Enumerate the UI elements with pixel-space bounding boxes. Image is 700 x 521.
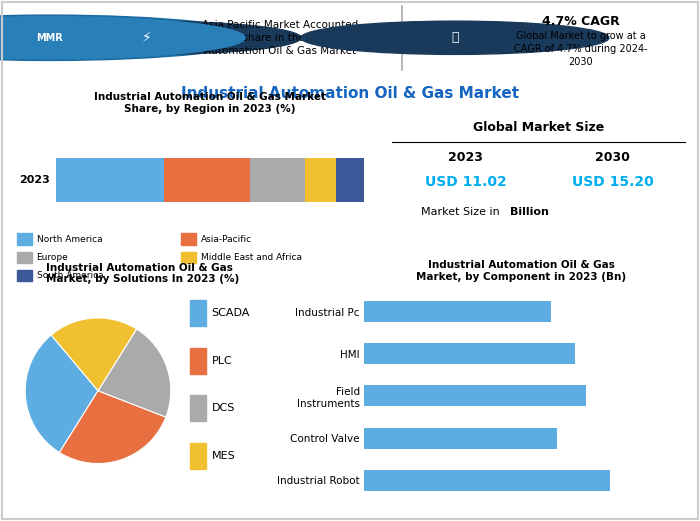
Text: DCS: DCS <box>211 403 235 413</box>
Bar <box>190 348 206 374</box>
Bar <box>190 301 206 326</box>
Text: 🔥: 🔥 <box>452 31 458 44</box>
Text: PLC: PLC <box>211 356 232 366</box>
Text: 2023: 2023 <box>448 151 483 164</box>
Bar <box>364 301 552 322</box>
Text: North America: North America <box>36 234 102 244</box>
Circle shape <box>0 21 301 54</box>
Bar <box>18 233 32 245</box>
Wedge shape <box>25 335 98 452</box>
Text: Global Market to grow at a
CAGR of 4.7% during 2024-
2030: Global Market to grow at a CAGR of 4.7% … <box>514 31 648 67</box>
Bar <box>181 252 196 263</box>
Text: Middle East and Africa: Middle East and Africa <box>201 253 302 262</box>
Text: Industrial Automation Oil & Gas
Market, by Component in 2023 (Bn): Industrial Automation Oil & Gas Market, … <box>416 260 626 282</box>
Text: MMR: MMR <box>36 33 62 43</box>
Wedge shape <box>60 391 166 464</box>
Circle shape <box>0 17 245 59</box>
Text: Asia-Pacific: Asia-Pacific <box>201 234 252 244</box>
Bar <box>56 158 164 202</box>
Bar <box>181 233 196 245</box>
Bar <box>364 469 610 491</box>
Text: Market Size in: Market Size in <box>421 207 504 217</box>
Text: Industrial Automation Oil & Gas Market: Industrial Automation Oil & Gas Market <box>181 86 519 101</box>
Text: MES: MES <box>211 451 235 461</box>
Bar <box>190 443 206 469</box>
Text: Asia Pacific Market Accounted
largest share in the Industrial
Automation Oil & G: Asia Pacific Market Accounted largest sh… <box>202 20 358 56</box>
Text: Europe: Europe <box>36 253 69 262</box>
Bar <box>364 343 575 364</box>
Text: 2023: 2023 <box>19 175 50 185</box>
Text: 2030: 2030 <box>595 151 630 164</box>
Bar <box>305 158 336 202</box>
Wedge shape <box>98 329 171 417</box>
Bar <box>18 252 32 263</box>
Text: ⚡: ⚡ <box>142 31 152 45</box>
Text: Industrial Automation Oil & Gas
Market, by Solutions In 2023 (%): Industrial Automation Oil & Gas Market, … <box>46 263 239 284</box>
Bar <box>336 158 364 202</box>
Text: Global Market Size: Global Market Size <box>473 121 605 134</box>
Bar <box>364 386 587 406</box>
Text: USD 15.20: USD 15.20 <box>572 175 653 189</box>
Circle shape <box>301 21 609 54</box>
Bar <box>190 395 206 421</box>
Text: South America: South America <box>36 271 103 280</box>
Wedge shape <box>51 318 136 391</box>
Text: Billion: Billion <box>510 207 549 217</box>
Text: SCADA: SCADA <box>211 308 250 318</box>
Bar <box>18 270 32 281</box>
Text: USD 11.02: USD 11.02 <box>425 175 506 189</box>
Circle shape <box>0 15 259 60</box>
Text: 4.7% CAGR: 4.7% CAGR <box>542 15 620 28</box>
Title: Industrial Automation Oil & Gas Market
Share, by Region in 2023 (%): Industrial Automation Oil & Gas Market S… <box>94 92 326 114</box>
Bar <box>250 158 305 202</box>
Bar <box>164 158 250 202</box>
Bar <box>364 428 557 449</box>
